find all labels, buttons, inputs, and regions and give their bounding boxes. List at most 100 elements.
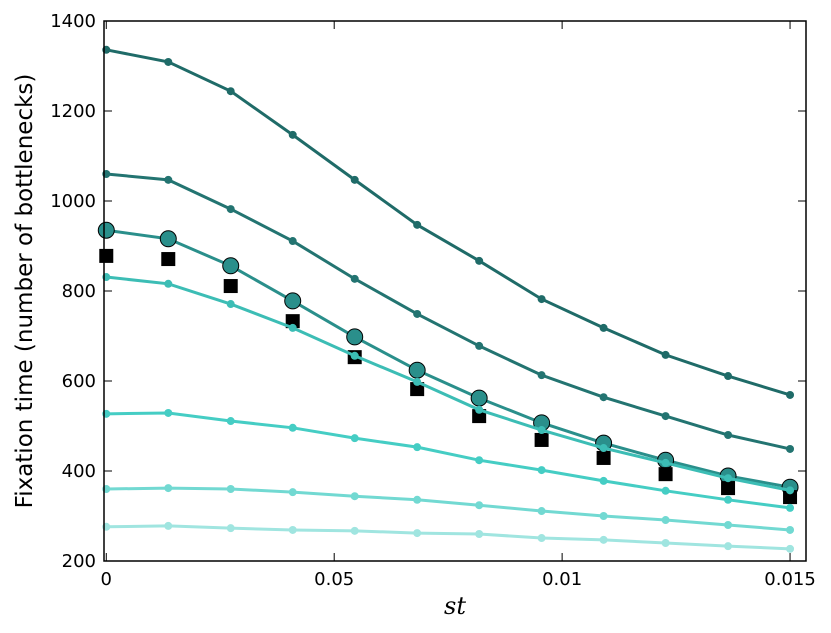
point (288, 423, 297, 432)
point (661, 412, 670, 421)
point (783, 490, 798, 505)
point (164, 484, 173, 493)
point (226, 300, 235, 309)
series-line (106, 275, 791, 492)
x-tick-label: 0.015 (764, 569, 816, 590)
point (475, 530, 484, 538)
point (661, 486, 670, 495)
point (413, 377, 422, 386)
point (599, 476, 608, 485)
point (164, 408, 173, 417)
point (226, 87, 235, 96)
plot-frame (103, 20, 807, 562)
point (658, 467, 673, 482)
point (97, 221, 115, 239)
point (472, 409, 487, 424)
point (164, 57, 173, 66)
series-line (106, 486, 791, 532)
point (661, 539, 670, 547)
point (475, 456, 484, 465)
y-tick-label: 200 (62, 551, 96, 572)
point (223, 279, 238, 294)
point (164, 175, 173, 184)
point (661, 516, 670, 525)
point (599, 323, 608, 332)
y-tick-label: 1400 (50, 11, 96, 32)
point (413, 309, 422, 318)
point (786, 486, 795, 495)
point (159, 230, 177, 248)
point (284, 292, 302, 310)
point (288, 237, 297, 246)
x-tick-label: 0.01 (542, 569, 582, 590)
point (475, 501, 484, 510)
point (537, 295, 546, 304)
y-axis-label: Fixation time (number of bottlenecks) (12, 74, 38, 509)
point (537, 534, 546, 543)
point (226, 417, 235, 426)
point (226, 524, 235, 533)
series-line (106, 524, 791, 551)
point (599, 512, 608, 520)
point (222, 257, 240, 275)
point (288, 525, 297, 534)
point (537, 466, 546, 475)
point (724, 372, 733, 381)
point (413, 220, 422, 229)
point (285, 314, 300, 329)
point (786, 390, 795, 399)
y-tick-label: 1000 (50, 191, 96, 212)
point (288, 323, 297, 332)
x-tick-label: 0.05 (314, 569, 354, 590)
point (721, 481, 736, 496)
point (724, 495, 733, 504)
point (599, 535, 608, 544)
point (786, 503, 795, 512)
y-tick-label: 1200 (50, 101, 96, 122)
point (288, 130, 297, 139)
x-tick-label: 0 (101, 569, 112, 590)
series-line (106, 228, 791, 489)
point (226, 205, 235, 214)
point (724, 521, 733, 529)
point (596, 450, 611, 465)
point (413, 443, 422, 452)
point (537, 426, 546, 435)
y-tick-label: 600 (62, 371, 96, 392)
point (350, 351, 359, 360)
point (408, 361, 426, 379)
point (350, 492, 359, 501)
point (346, 328, 364, 346)
series-line (106, 172, 791, 451)
point (786, 525, 795, 534)
point (786, 544, 795, 553)
point (226, 485, 235, 493)
point (599, 393, 608, 402)
point (786, 444, 795, 453)
point (475, 405, 484, 414)
point (350, 274, 359, 283)
y-tick-label: 400 (62, 461, 96, 482)
point (413, 529, 422, 538)
point (537, 507, 546, 516)
x-axis-label: st (444, 592, 466, 620)
point (534, 432, 549, 447)
point (470, 389, 488, 407)
point (161, 252, 176, 267)
point (410, 382, 425, 397)
point (475, 256, 484, 265)
series-line (106, 411, 791, 510)
point (350, 434, 359, 443)
y-tick-label: 800 (62, 281, 96, 302)
point (164, 279, 173, 288)
point (599, 444, 608, 453)
point (350, 526, 359, 535)
point (724, 542, 733, 551)
point (288, 488, 297, 497)
point (164, 521, 173, 530)
point (724, 474, 733, 483)
point (413, 495, 422, 504)
point (350, 175, 359, 184)
series-line (105, 48, 791, 397)
